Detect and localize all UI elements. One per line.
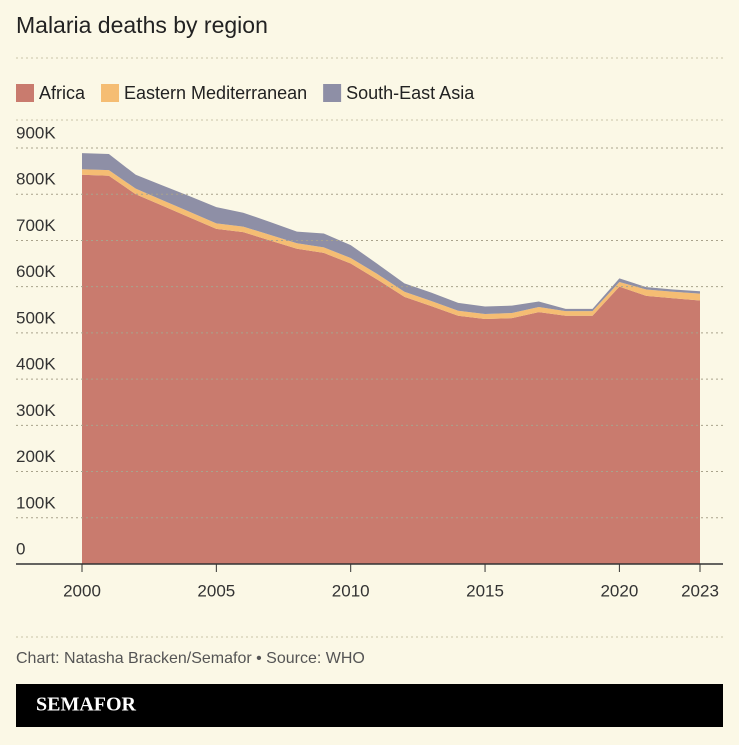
y-tick-label: 900K bbox=[16, 123, 56, 142]
x-tick-label: 2005 bbox=[197, 581, 235, 600]
brand: SEMAFOR bbox=[36, 694, 137, 716]
x-tick-label: 2020 bbox=[600, 581, 638, 600]
y-tick-label: 0 bbox=[16, 539, 25, 558]
legend-swatch bbox=[16, 84, 34, 102]
y-tick-label: 400K bbox=[16, 355, 56, 374]
y-tick-label: 300K bbox=[16, 401, 56, 420]
legend: Africa Eastern Mediterranean South-East As… bbox=[16, 83, 475, 103]
legend-label: South-East Asia bbox=[346, 83, 475, 103]
legend-swatch bbox=[323, 84, 342, 102]
area bbox=[82, 153, 700, 314]
x-tick-label: 2010 bbox=[332, 581, 370, 600]
x-tick-label: 2023 bbox=[681, 581, 719, 600]
y-tick-label: 500K bbox=[16, 308, 56, 327]
legend-swatch bbox=[101, 84, 120, 102]
y-tick-label: 100K bbox=[16, 493, 56, 512]
brand-bar bbox=[16, 684, 723, 727]
legend-label: Eastern Mediterranean bbox=[124, 83, 307, 103]
x-tick-label: 2015 bbox=[466, 581, 504, 600]
legend-label: Africa bbox=[39, 83, 86, 103]
plot-area bbox=[82, 153, 700, 564]
area bbox=[82, 174, 700, 564]
y-tick-label: 200K bbox=[16, 447, 56, 466]
x-tick-label: 2000 bbox=[63, 581, 101, 600]
chart-title: Malaria deaths by region bbox=[16, 12, 268, 38]
y-tick-label: 800K bbox=[16, 170, 56, 189]
y-tick-label: 600K bbox=[16, 262, 56, 281]
footer: Chart: Natasha Bracken/Semafor • Source:… bbox=[16, 650, 365, 667]
y-tick-label: 700K bbox=[16, 216, 56, 235]
